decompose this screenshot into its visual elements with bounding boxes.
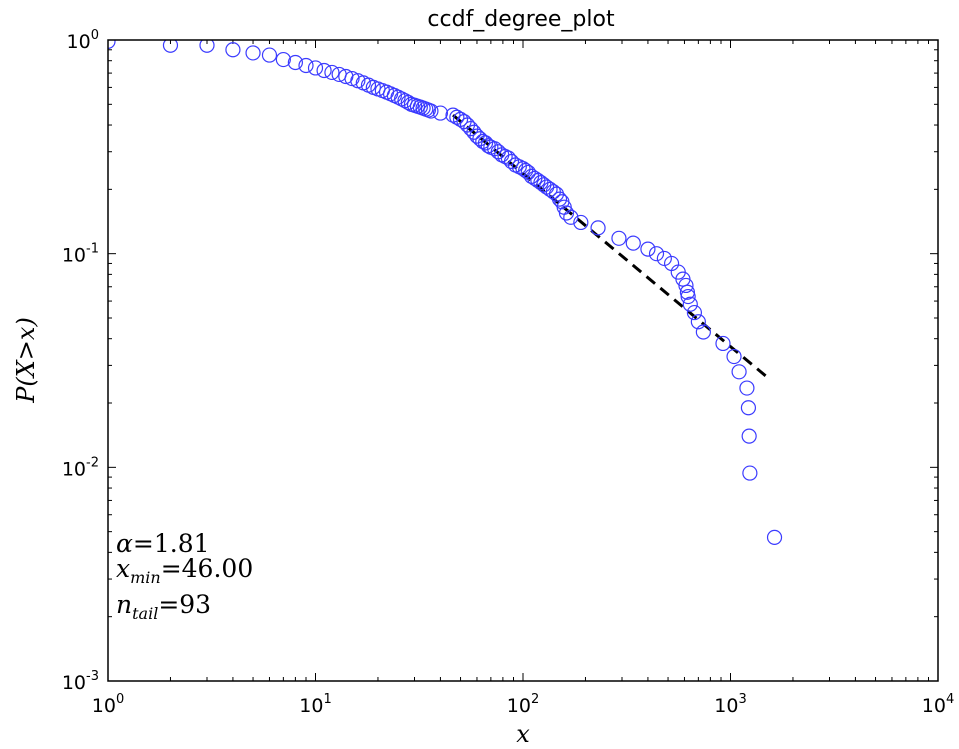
data-point <box>162 40 179 53</box>
data-point <box>449 109 465 125</box>
data-point <box>518 162 534 179</box>
data-point <box>679 284 696 300</box>
data-point <box>324 64 340 81</box>
x-tick-label: 103 <box>714 692 746 717</box>
data-point <box>287 54 303 71</box>
data-point <box>682 296 698 312</box>
data-point <box>445 107 461 123</box>
x-tick-label: 104 <box>922 692 954 717</box>
data-point <box>678 277 694 294</box>
x-axis-label: x <box>516 720 530 748</box>
y-tick-labels: 10-3 10-2 10-1 100 <box>62 28 99 694</box>
data-point <box>475 133 491 150</box>
data-point <box>390 89 406 105</box>
data-point <box>731 364 747 380</box>
data-point <box>590 220 606 236</box>
chart-title: ccdf_degree_plot <box>427 7 615 32</box>
data-point <box>726 348 742 365</box>
y-tick-label: 100 <box>67 28 99 53</box>
data-point <box>261 47 278 63</box>
data-points <box>108 40 783 545</box>
data-point <box>316 62 332 79</box>
x-tick-label: 101 <box>299 692 331 717</box>
data-point <box>423 103 439 119</box>
data-point <box>199 40 215 53</box>
data-point <box>558 205 575 221</box>
data-point <box>563 209 579 225</box>
data-point <box>686 304 703 321</box>
annotation-3: ntail=93 <box>116 590 211 623</box>
data-point <box>690 314 706 330</box>
data-point <box>766 529 783 545</box>
data-point <box>715 335 731 352</box>
data-point <box>245 45 261 61</box>
data-point <box>548 186 565 202</box>
data-point <box>648 246 665 262</box>
data-point <box>742 465 758 481</box>
data-point <box>741 428 757 444</box>
annotation-1: α=1.81 <box>116 529 210 558</box>
y-tick-label: 10-1 <box>62 242 99 267</box>
plot-frame <box>107 39 939 682</box>
data-point <box>108 40 116 50</box>
data-point <box>739 380 755 396</box>
y-axis-label: P(X>x) <box>12 317 40 404</box>
data-point <box>640 241 656 257</box>
annotation-2: xmin=46.00 <box>116 554 253 587</box>
data-point <box>611 230 627 246</box>
data-point <box>307 60 324 76</box>
fit-line-layer <box>452 113 768 379</box>
data-point <box>432 105 449 121</box>
data-point <box>225 42 241 58</box>
data-point <box>551 191 568 207</box>
data-point <box>503 153 520 170</box>
data-point <box>740 400 757 416</box>
data-point <box>275 51 291 68</box>
y-tick-label: 10-3 <box>62 669 99 694</box>
power-law-fit-line <box>452 113 768 379</box>
x-tick-label: 102 <box>507 692 539 717</box>
x-tick-label: 100 <box>92 692 124 717</box>
data-point <box>573 214 589 231</box>
data-point <box>515 161 531 177</box>
data-point <box>298 57 314 74</box>
data-point <box>625 235 641 251</box>
y-tick-label: 10-2 <box>62 455 99 480</box>
data-point <box>477 135 494 151</box>
data-point <box>695 324 711 340</box>
data-point <box>680 288 696 305</box>
x-tick-labels: 100 101 102 103 104 <box>92 692 954 717</box>
